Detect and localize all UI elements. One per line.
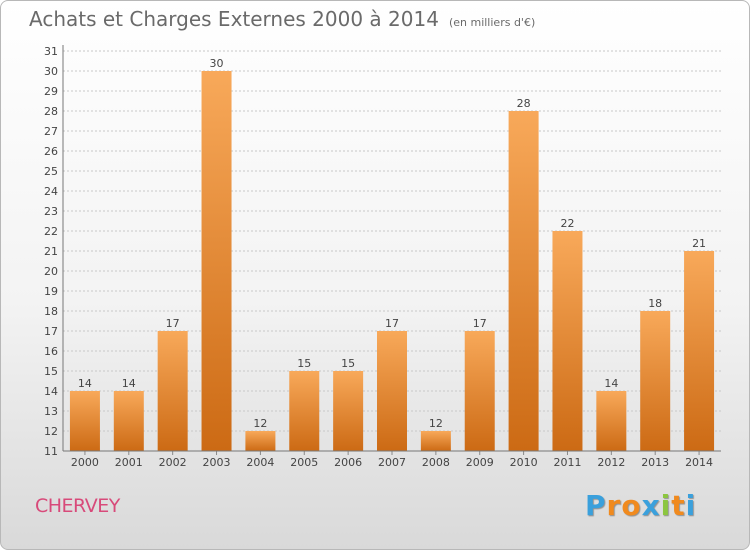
y-tick-label: 20 [44, 265, 58, 278]
x-tick-label: 2002 [159, 456, 187, 469]
data-label: 14 [122, 377, 136, 390]
data-label: 17 [385, 317, 399, 330]
data-label: 14 [604, 377, 618, 390]
y-tick-label: 21 [44, 245, 58, 258]
data-label: 17 [166, 317, 180, 330]
x-tick-label: 2000 [71, 456, 99, 469]
data-label: 30 [210, 57, 224, 70]
y-tick-label: 22 [44, 225, 58, 238]
y-tick-label: 12 [44, 425, 58, 438]
logo-letter: i [660, 489, 672, 522]
data-label: 21 [692, 237, 706, 250]
y-tick-label: 28 [44, 105, 58, 118]
bar [245, 431, 276, 451]
x-tick-label: 2005 [290, 456, 318, 469]
y-tick-label: 24 [44, 185, 58, 198]
bar [420, 431, 451, 451]
logo-letter: t [671, 489, 686, 522]
y-tick-label: 30 [44, 65, 58, 78]
y-tick-label: 18 [44, 305, 58, 318]
y-tick-label: 11 [44, 445, 58, 458]
bar [289, 371, 320, 451]
chart-subtitle: (en milliers d'€) [448, 16, 536, 29]
value-labels: 14 14 17 30 12 15 15 17 12 17 28 22 14 18 21 [78, 57, 706, 430]
chart-title-text: Achats et Charges Externes 2000 à 2014 [29, 7, 439, 31]
x-tick-label: 2006 [334, 456, 362, 469]
commune-name: CHERVEY [35, 495, 120, 517]
data-label: 12 [429, 417, 443, 430]
data-label: 18 [648, 297, 662, 310]
y-tick-label: 27 [44, 125, 58, 138]
y-tick-label: 14 [44, 385, 58, 398]
logo-letter: i [685, 489, 697, 522]
y-tick-label: 29 [44, 85, 58, 98]
x-tick-label: 2010 [510, 456, 538, 469]
bar [508, 111, 539, 451]
bar [157, 331, 188, 451]
y-tick-label: 31 [44, 45, 58, 58]
x-tick-label: 2014 [685, 456, 713, 469]
x-axis-ticks: 2000 2001 2002 2003 2004 2005 2006 2007 2008 2009… [71, 451, 713, 469]
y-tick-label: 25 [44, 165, 58, 178]
x-tick-label: 2008 [422, 456, 450, 469]
data-label: 28 [517, 97, 531, 110]
y-tick-label: 17 [44, 325, 58, 338]
axes [62, 45, 721, 452]
bars [69, 71, 715, 451]
bar [333, 371, 364, 451]
y-tick-label: 16 [44, 345, 58, 358]
x-tick-label: 2011 [553, 456, 581, 469]
logo-letter: r [606, 489, 622, 522]
bar [201, 71, 232, 451]
x-tick-label: 2007 [378, 456, 406, 469]
logo-letter: x [641, 489, 661, 522]
y-tick-label: 23 [44, 205, 58, 218]
bar [113, 391, 144, 451]
chart-title: Achats et Charges Externes 2000 à 2014 (e… [29, 7, 535, 31]
logo-letter: o [621, 489, 642, 522]
data-label: 17 [473, 317, 487, 330]
y-tick-label: 19 [44, 285, 58, 298]
x-tick-label: 2013 [641, 456, 669, 469]
bar [464, 331, 495, 451]
bar [640, 311, 671, 451]
bar [377, 331, 407, 451]
data-label: 15 [297, 357, 311, 370]
data-label: 15 [341, 357, 355, 370]
proxiti-logo: Proxiti [585, 489, 696, 522]
x-tick-label: 2009 [466, 456, 494, 469]
bar [69, 391, 100, 451]
x-tick-label: 2004 [246, 456, 274, 469]
x-tick-label: 2003 [203, 456, 231, 469]
bar [596, 391, 627, 451]
data-label: 12 [253, 417, 267, 430]
y-tick-label: 13 [44, 405, 58, 418]
y-tick-label: 15 [44, 365, 58, 378]
logo-letter: P [585, 489, 607, 522]
x-tick-label: 2001 [115, 456, 143, 469]
x-tick-label: 2012 [597, 456, 625, 469]
y-axis-ticks: 11 12 13 14 15 16 17 18 19 20 21 22 23 24 25 26 27 28 29 30… [44, 45, 58, 458]
bar [552, 231, 583, 451]
bar [684, 251, 715, 451]
data-label: 22 [560, 217, 574, 230]
data-label: 14 [78, 377, 92, 390]
y-tick-label: 26 [44, 145, 58, 158]
